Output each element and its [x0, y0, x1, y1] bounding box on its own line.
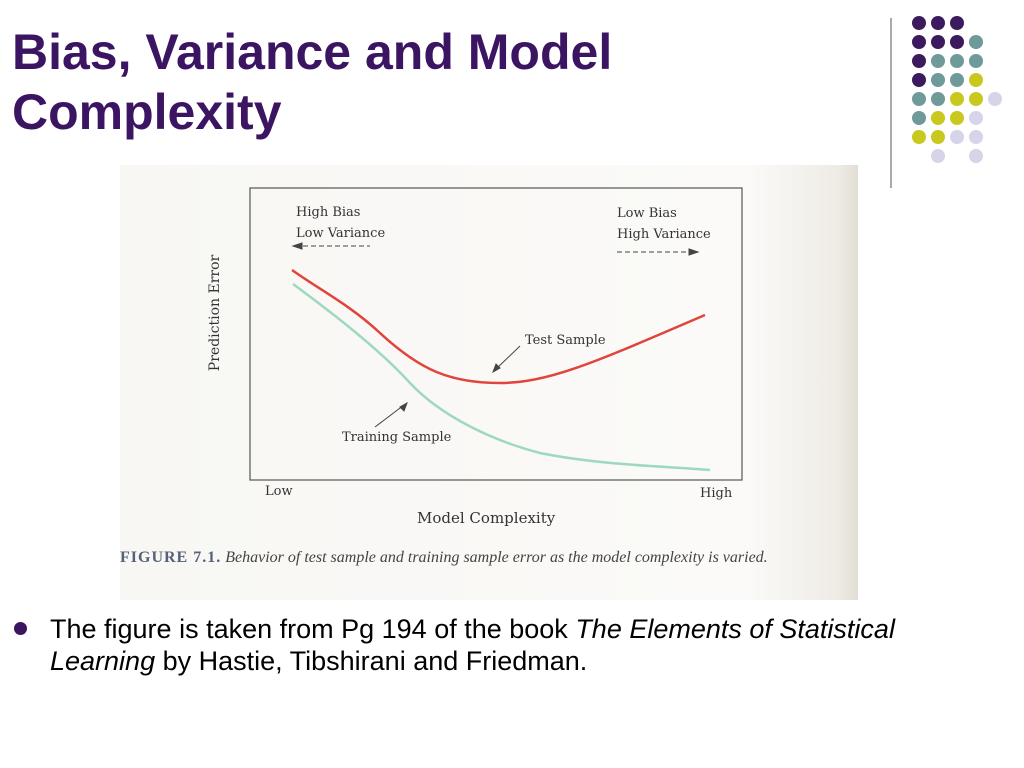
figure	[249, 187, 743, 481]
text-run: by Hastie, Tibshirani and Friedman.	[155, 646, 588, 676]
decor-dot	[912, 130, 926, 144]
decor-dot	[931, 54, 945, 68]
train-label: Training Sample	[342, 430, 452, 445]
decor-dot	[912, 92, 926, 106]
decor-dot	[931, 73, 945, 87]
decor-dot	[969, 111, 983, 125]
note-line: Low Bias	[617, 206, 677, 221]
figure-caption: FIGURE 7.1. Behavior of test sample and …	[120, 547, 840, 569]
note-line: High Variance	[617, 227, 711, 242]
decor-dot	[950, 35, 964, 49]
x-low: Low	[265, 484, 293, 499]
train-curve	[292, 282, 711, 472]
right-note: Low Bias High Variance	[617, 203, 711, 245]
decor-dot	[950, 73, 964, 87]
test-label: Test Sample	[525, 333, 606, 348]
arrows	[291, 242, 700, 428]
decor-dot	[969, 73, 983, 87]
decor-dot	[931, 92, 945, 106]
test-curve	[291, 268, 706, 385]
note-line: Low Variance	[296, 226, 386, 241]
bullet-text: The figure is taken from Pg 194 of the b…	[50, 613, 990, 677]
caption-label: FIGURE 7.1.	[120, 549, 222, 566]
plot-frame	[249, 187, 743, 481]
decor-dot	[950, 54, 964, 68]
x-high: High	[700, 486, 733, 501]
slide-title: Bias, Variance and Model Complexity	[12, 24, 613, 140]
decor-dot	[988, 92, 1002, 106]
decor-dot	[969, 130, 983, 144]
bullet-dot	[14, 622, 27, 635]
decor-dot	[950, 130, 964, 144]
decor-dot	[912, 73, 926, 87]
left-note: High Bias Low Variance	[296, 202, 385, 244]
decor-dot	[931, 111, 945, 125]
y-axis-label: Prediction Error	[207, 254, 223, 372]
text-run: The figure is taken from Pg 194 of the b…	[50, 614, 576, 644]
decor-dot	[969, 149, 983, 163]
caption-text: Behavior of test sample and training sam…	[225, 549, 768, 566]
book-title: The Elements of Statistical Learning	[50, 614, 895, 676]
decor-dot	[969, 35, 983, 49]
decor-dot	[912, 111, 926, 125]
decor-dot	[912, 16, 926, 30]
note-line: High Bias	[296, 205, 361, 220]
decor-dot	[969, 54, 983, 68]
decoration	[890, 16, 1002, 188]
decor-dot	[950, 111, 964, 125]
decor-dot	[950, 16, 964, 30]
decor-dot	[931, 35, 945, 49]
decor-dot	[912, 35, 926, 49]
decor-dot	[969, 92, 983, 106]
decor-dot	[931, 130, 945, 144]
x-axis-label: Model Complexity	[417, 509, 556, 527]
decor-dot	[912, 54, 926, 68]
decor-dot	[931, 16, 945, 30]
decor-dot	[931, 149, 945, 163]
decor-dot	[950, 92, 964, 106]
